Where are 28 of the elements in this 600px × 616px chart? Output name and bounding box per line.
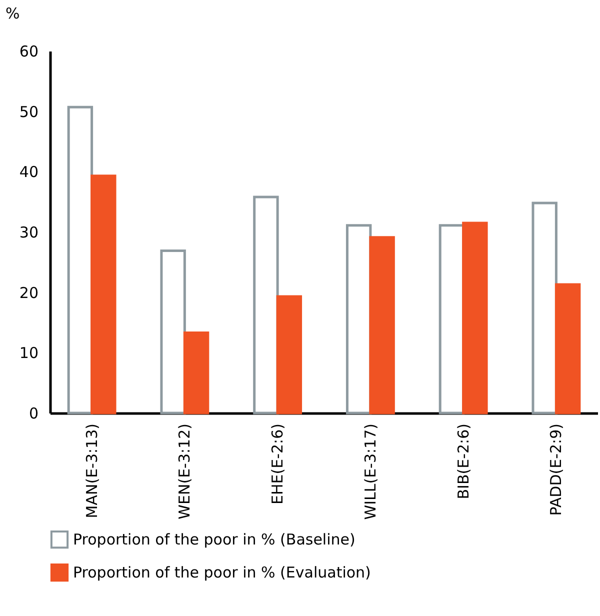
y-tick-label: 20 xyxy=(19,284,38,302)
bar xyxy=(253,196,279,414)
bar xyxy=(90,174,116,414)
bar xyxy=(67,106,94,414)
y-axis-title: % xyxy=(6,4,20,22)
x-tick-label: WILL(E-3:17) xyxy=(361,424,380,520)
y-tick-label: 50 xyxy=(19,102,38,121)
bar xyxy=(160,249,186,414)
bar xyxy=(369,236,395,414)
bar xyxy=(532,202,558,414)
y-tick-label: 10 xyxy=(19,344,38,362)
y-tick-label: 0 xyxy=(28,404,38,422)
y-tick-label: 40 xyxy=(19,163,38,182)
x-tick-label: BIB(E-2:6) xyxy=(454,424,472,500)
y-tick-label: 30 xyxy=(19,224,38,242)
x-tick-label: EHE(E-2:6) xyxy=(268,424,287,504)
y-tick-label: 60 xyxy=(19,42,38,60)
bar xyxy=(276,295,302,414)
x-tick-label: PADD(E-2:9) xyxy=(547,424,566,516)
bar xyxy=(462,222,488,414)
bar xyxy=(554,283,581,414)
legend-label: Proportion of the poor in % (Baseline) xyxy=(73,530,356,548)
legend-label: Proportion of the poor in % (Evaluation) xyxy=(73,564,371,582)
x-tick-label: WEN(E-3:12) xyxy=(176,424,194,520)
bar xyxy=(346,224,372,414)
bar xyxy=(183,332,210,414)
bar xyxy=(438,224,465,414)
x-tick-label: MAN(E-3:13) xyxy=(82,424,101,518)
